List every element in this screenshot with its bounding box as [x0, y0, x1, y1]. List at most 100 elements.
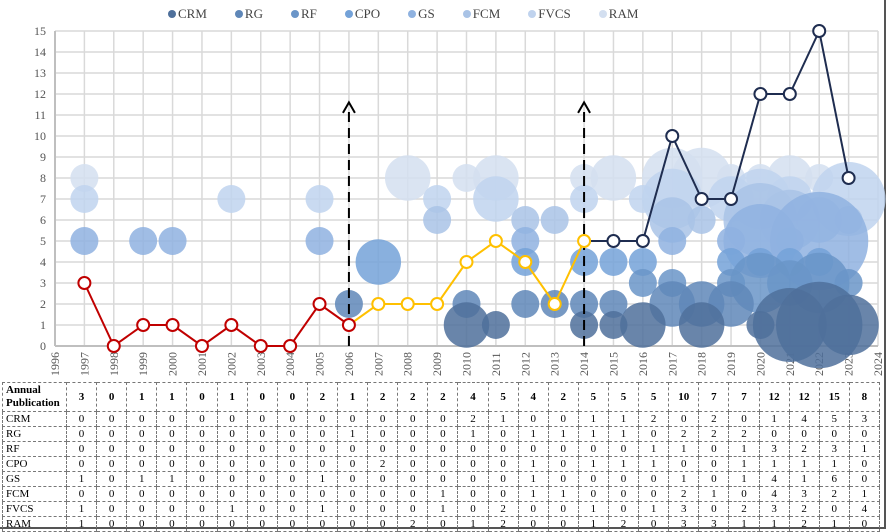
annual-publication-point	[371, 297, 386, 311]
table-cell: 6	[818, 471, 850, 487]
table-cell: 4	[758, 486, 790, 502]
table-cell: 1	[306, 501, 338, 517]
bubble-crm	[818, 294, 879, 356]
table-cell: 0	[126, 486, 158, 502]
x-tick-label: 1996	[48, 352, 62, 376]
bubble-cpo	[628, 248, 657, 276]
legend-label: RAM	[608, 6, 639, 21]
table-cell: 0	[65, 456, 98, 472]
table-cell: 5	[487, 382, 519, 412]
table-cell: 2	[638, 411, 670, 427]
bubble-crm	[443, 302, 490, 348]
annual-publication-point	[136, 318, 151, 332]
legend-label: FCM	[472, 6, 501, 21]
table-cell: 0	[306, 441, 338, 457]
bubble-gs	[511, 227, 540, 255]
annual-publication-point	[312, 297, 327, 311]
legend-dot-icon	[290, 10, 299, 18]
table-row: RAM 1 0 0 0 0 0 0 0 0 0 0 2 0 1 2 0 0 1 2 0 3 3 1 1 2 1 0	[2, 516, 881, 532]
table-cell: 0	[126, 441, 158, 457]
table-cell: 7	[698, 382, 730, 412]
table-cell: 0	[156, 441, 188, 457]
annual-publication-point	[665, 129, 680, 143]
x-tick-label: 1998	[107, 352, 121, 376]
table-cell: 0	[397, 471, 429, 487]
table-cell: 0	[577, 471, 609, 487]
y-tick-label: 0	[40, 339, 46, 353]
table-cell: 2	[788, 501, 820, 517]
table-cell: 0	[156, 411, 188, 427]
y-tick-label: 8	[40, 171, 46, 185]
table-cell: 0	[848, 426, 881, 442]
table-cell: 0	[126, 411, 158, 427]
table-cell: 0	[487, 456, 519, 472]
table-cell: 0	[186, 501, 218, 517]
bubble-cpo	[355, 239, 402, 285]
bubble-fcm	[687, 206, 716, 234]
table-row: FVCS 1 0 0 0 0 1 0 0 1 0 0 0 1 0 2 0 0 1 0 1 3 0 2 3 2 0 4	[2, 501, 881, 517]
table-cell: 0	[367, 486, 399, 502]
row-label: FVCS	[2, 501, 67, 517]
table-cell: 4	[517, 382, 549, 412]
annual-publication-point	[400, 297, 415, 311]
y-tick-label: 5	[40, 234, 46, 248]
table-cell: 10	[668, 382, 700, 412]
legend-label: RF	[300, 6, 317, 21]
annual-publication-point	[341, 318, 356, 332]
legend-label: CRM	[178, 6, 207, 21]
table-cell: 0	[698, 501, 730, 517]
table-cell: 0	[65, 441, 98, 457]
x-tick-label: 2020	[753, 352, 767, 376]
table-cell: 0	[65, 411, 98, 427]
table-cell: 1	[788, 456, 820, 472]
bubble-cpo	[599, 248, 628, 276]
bubble-crm	[620, 302, 666, 348]
table-cell: 0	[607, 486, 640, 502]
legend-item-ram: RAM	[598, 6, 639, 22]
table-cell: 0	[246, 486, 278, 502]
table-cell: 0	[216, 411, 248, 427]
row-label: CPO	[2, 456, 67, 472]
table-cell: 0	[96, 501, 128, 517]
y-tick-label: 4	[40, 255, 46, 269]
annual-publication-line	[83, 282, 350, 348]
annual-publication-point	[253, 339, 268, 353]
table-cell: 0	[96, 441, 128, 457]
annual-publication-point	[694, 192, 709, 206]
table-cell: 0	[367, 441, 399, 457]
table-cell: 2	[698, 426, 730, 442]
table-cell: 0	[397, 456, 429, 472]
row-label: Annual Publication	[2, 382, 67, 412]
bubble-rg	[511, 290, 540, 318]
table-cell: 0	[848, 456, 881, 472]
legend-dot-icon	[168, 10, 176, 18]
bubble-fvcs	[423, 185, 452, 213]
table-cell: 0	[186, 471, 218, 487]
annual-publication-point	[430, 297, 445, 311]
table-cell: 0	[367, 426, 399, 442]
table-cell: 0	[336, 456, 369, 472]
legend-dot-icon	[234, 10, 243, 18]
table-cell: 0	[216, 516, 248, 532]
table-cell: 0	[276, 516, 308, 532]
table-cell: 0	[96, 411, 128, 427]
y-tick-label: 3	[40, 276, 46, 290]
table-cell: 1	[547, 426, 579, 442]
legend-item-cpo: CPO	[344, 6, 380, 22]
table-cell: 1	[788, 471, 820, 487]
x-tick-label: 2005	[313, 352, 327, 376]
table-cell: 1	[65, 516, 98, 532]
table-cell: 1	[728, 441, 760, 457]
table-cell: 0	[216, 486, 248, 502]
row-label: RAM	[2, 516, 67, 532]
table-cell: 0	[367, 516, 399, 532]
table-cell: 4	[758, 471, 790, 487]
table-cell: 0	[517, 411, 549, 427]
table-cell: 0	[126, 501, 158, 517]
x-tick-label: 1999	[136, 352, 150, 376]
table-cell: 0	[216, 426, 248, 442]
table-cell: 0	[276, 456, 308, 472]
table-cell: 3	[698, 516, 730, 532]
table-cell: 5	[577, 382, 609, 412]
table-row: RG 0 0 0 0 0 0 0 0 0 1 0 0 0 1 0 1 1 1 1 0 2 2 2 0 0 0 0	[2, 426, 881, 442]
